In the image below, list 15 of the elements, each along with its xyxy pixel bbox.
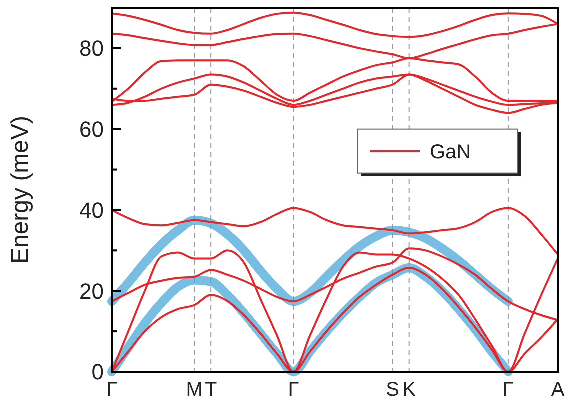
x-tick-label: S	[386, 379, 400, 401]
x-tick-label: Γ	[502, 379, 514, 401]
legend-label: GaN	[430, 141, 472, 164]
y-tick-label: 0	[92, 360, 104, 385]
y-axis-title: Energy (meV)	[7, 116, 34, 264]
x-tick-label: A	[551, 379, 566, 401]
x-tick-label: M	[186, 379, 203, 401]
x-tick-label: K	[402, 379, 417, 401]
y-tick-label: 80	[80, 36, 104, 62]
x-tick-label: Γ	[106, 379, 118, 401]
y-tick-label: 60	[80, 117, 104, 142]
x-tick-label: T	[205, 379, 218, 401]
x-tick-label: Γ	[288, 379, 300, 401]
y-tick-label: 40	[80, 198, 104, 223]
y-tick-label: 20	[80, 278, 104, 304]
